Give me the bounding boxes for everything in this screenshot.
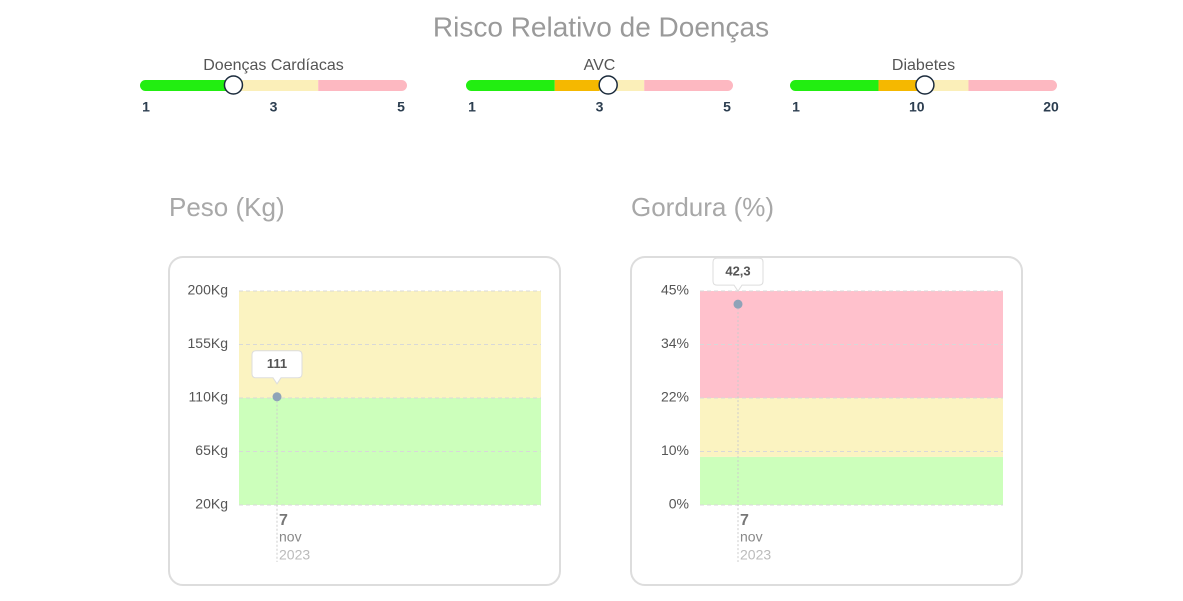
gauge-handle xyxy=(915,75,935,95)
x-month-label: nov xyxy=(279,529,302,545)
gauge-band xyxy=(599,80,645,91)
gauge-band xyxy=(554,80,600,91)
tooltip-value: 111 xyxy=(267,356,287,371)
tooltip-box xyxy=(712,257,764,293)
x-day-label: 7 xyxy=(279,512,288,529)
y-tick-label: 45% xyxy=(661,282,689,298)
gauge-band xyxy=(466,80,555,91)
band xyxy=(700,398,1003,457)
gauge-tick-label: 1 xyxy=(468,99,476,115)
x-day-label: 7 xyxy=(740,512,749,529)
gauge-tick-label: 1 xyxy=(792,99,800,115)
gauge-tick-label: 5 xyxy=(723,99,731,115)
gauge-tick-label: 5 xyxy=(397,99,405,115)
gauge-band xyxy=(968,80,1057,91)
gauge-tick-label: 10 xyxy=(909,99,925,115)
gauge-label: Diabetes xyxy=(892,57,955,74)
y-tick-label: 34% xyxy=(661,335,689,351)
y-tick-label: 0% xyxy=(669,496,689,512)
band xyxy=(700,456,1003,505)
gauge-band xyxy=(644,80,733,91)
tooltip-box xyxy=(251,350,303,385)
gauge-band xyxy=(140,80,241,91)
gauge-band xyxy=(790,80,879,91)
gauge-tick-label: 20 xyxy=(1043,99,1059,115)
gauge-label: Doenças Cardíacas xyxy=(203,57,344,74)
x-year-label: 2023 xyxy=(740,547,771,563)
x-year-label: 2023 xyxy=(279,547,310,563)
tooltip-value: 42,3 xyxy=(725,264,750,279)
gauge-band xyxy=(240,80,319,91)
x-month-label: nov xyxy=(740,529,763,545)
y-tick-label: 20Kg xyxy=(195,496,228,512)
y-tick-label: 65Kg xyxy=(195,442,228,458)
gauge-band xyxy=(917,80,969,91)
y-tick-label: 110Kg xyxy=(189,389,228,405)
chart-title: Peso (Kg) xyxy=(169,192,285,222)
gauge-handle xyxy=(598,75,618,95)
y-tick-label: 200Kg xyxy=(188,282,228,298)
y-tick-label: 155Kg xyxy=(188,335,228,351)
y-tick-label: 10% xyxy=(661,442,689,458)
y-tick-label: 22% xyxy=(661,389,689,405)
gauge-band xyxy=(318,80,407,91)
gauge-tick-label: 3 xyxy=(596,99,604,115)
gauge-tick-label: 1 xyxy=(142,99,150,115)
data-point xyxy=(733,299,743,309)
gauge-band xyxy=(878,80,918,91)
page-title: Risco Relativo de Doenças xyxy=(433,11,769,42)
gauge-label: AVC xyxy=(584,57,616,74)
gauge-tick-label: 3 xyxy=(270,99,278,115)
gauge-handle xyxy=(223,75,244,95)
data-point xyxy=(272,392,282,402)
chart-title: Gordura (%) xyxy=(631,192,774,222)
